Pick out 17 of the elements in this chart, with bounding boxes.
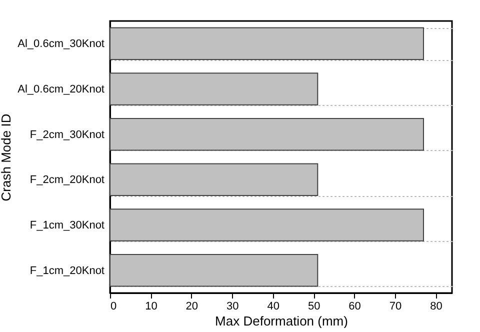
x-tick-label: 70 <box>389 300 402 312</box>
x-tick-label: 0 <box>110 300 117 312</box>
x-tick-label: 80 <box>430 300 442 312</box>
y-tick-label: F_2cm_30Knot <box>30 128 104 141</box>
y-tick-label: F_2cm_20Knot <box>30 174 104 186</box>
x-tick-label: 30 <box>226 300 239 312</box>
y-tick-label: Al_0.6cm_30Knot <box>18 38 104 50</box>
x-tick-label: 60 <box>348 300 361 312</box>
x-tick-label: 20 <box>186 300 198 312</box>
y-tick-label: F_1cm_20Knot <box>30 264 104 277</box>
x-tick-label: 50 <box>308 300 320 312</box>
y-axis-title: Crash Mode ID <box>0 114 14 202</box>
x-axis-title: Max Deformation (mm) <box>215 314 348 328</box>
y-tick-label: Al_0.6cm_20Knot <box>18 84 104 96</box>
y-tick-label: F_1cm_30Knot <box>30 220 104 232</box>
x-tick-label: 40 <box>267 300 280 312</box>
x-tick-label: 10 <box>145 300 158 312</box>
